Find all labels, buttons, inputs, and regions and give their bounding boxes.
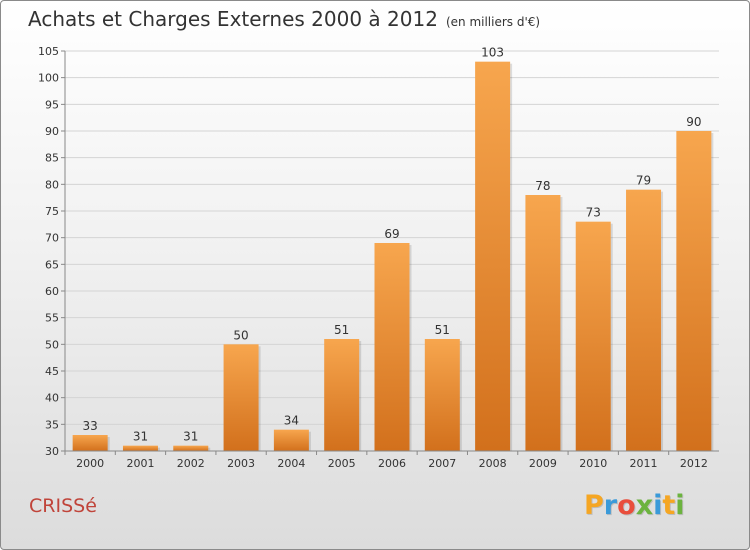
x-axis-ticks: 2000 2001 2002 2003 2004 2005 2006 2007 2008 2009… — [64, 451, 708, 470]
y-tick-label: 90 — [45, 125, 59, 138]
x-tick-label: 2008 — [479, 457, 507, 470]
bars: 33 31 31 50 34 51 69 51 103 78 73 79 90 — [72, 46, 714, 452]
x-tick-label: 2005 — [328, 457, 356, 470]
x-tick-label: 2012 — [680, 457, 708, 470]
logo-letter: i — [653, 490, 663, 521]
x-tick-label: 2002 — [177, 457, 205, 470]
bar — [475, 61, 511, 452]
y-tick-label: 70 — [45, 232, 59, 245]
logo-letter: P — [584, 490, 604, 521]
logo-letter: o — [617, 490, 636, 521]
bar — [72, 435, 108, 451]
data-label: 31 — [133, 430, 148, 444]
data-label: 33 — [83, 419, 98, 433]
logo-letter: i — [675, 490, 685, 521]
bar — [273, 429, 309, 451]
y-tick-label: 105 — [38, 45, 59, 58]
x-tick-label: 2000 — [76, 457, 104, 470]
bar — [525, 195, 561, 451]
y-tick-label: 35 — [45, 418, 59, 431]
commune-name: CRISSé — [29, 495, 97, 517]
data-label: 51 — [334, 323, 349, 337]
x-tick-label: 2006 — [378, 457, 406, 470]
chart-title-text: Achats et Charges Externes 2000 à 2012 — [28, 7, 438, 31]
x-tick-label: 2004 — [277, 457, 305, 470]
y-tick-label: 75 — [45, 205, 59, 218]
chart-subtitle: (en milliers d'€) — [445, 15, 541, 29]
bar — [575, 221, 611, 451]
y-tick-label: 95 — [45, 98, 59, 111]
x-tick-label: 2010 — [579, 457, 607, 470]
y-tick-label: 60 — [45, 285, 59, 298]
bar — [223, 344, 259, 451]
y-axis-ticks: 30 35 40 45 50 55 60 65 70 75 80 85 90 95 100 105 — [38, 45, 65, 458]
x-tick-label: 2007 — [428, 457, 456, 470]
bar — [324, 339, 360, 451]
bar — [122, 445, 158, 451]
bar — [374, 243, 410, 451]
axes — [64, 51, 719, 452]
bar — [424, 339, 460, 451]
data-label: 90 — [686, 115, 701, 129]
y-tick-label: 80 — [45, 178, 59, 191]
bar — [626, 189, 662, 451]
y-tick-label: 85 — [45, 152, 59, 165]
x-tick-label: 2001 — [126, 457, 154, 470]
bar — [676, 131, 712, 451]
y-tick-label: 30 — [45, 445, 59, 458]
data-label: 51 — [435, 323, 450, 337]
chart-title: Achats et Charges Externes 2000 à 2012 (e… — [28, 7, 540, 31]
bar — [173, 445, 209, 451]
y-tick-label: 100 — [38, 72, 59, 85]
data-label: 103 — [481, 46, 504, 60]
proxiti-logo[interactable]: Proxiti — [584, 490, 685, 521]
data-label: 73 — [586, 206, 601, 220]
y-tick-label: 45 — [45, 365, 59, 378]
data-label: 78 — [535, 179, 550, 193]
data-label: 79 — [636, 174, 651, 188]
data-label: 34 — [284, 414, 299, 428]
y-tick-label: 50 — [45, 338, 59, 351]
y-tick-label: 40 — [45, 392, 59, 405]
logo-letter: x — [635, 490, 654, 521]
x-tick-label: 2003 — [227, 457, 255, 470]
data-label: 50 — [233, 328, 248, 342]
y-tick-label: 55 — [45, 312, 59, 325]
y-tick-label: 65 — [45, 258, 59, 271]
logo-letter: t — [662, 490, 676, 521]
data-label: 69 — [384, 227, 399, 241]
data-label: 31 — [183, 430, 198, 444]
logo-letter: r — [603, 490, 618, 521]
x-tick-label: 2009 — [529, 457, 557, 470]
x-tick-label: 2011 — [630, 457, 658, 470]
